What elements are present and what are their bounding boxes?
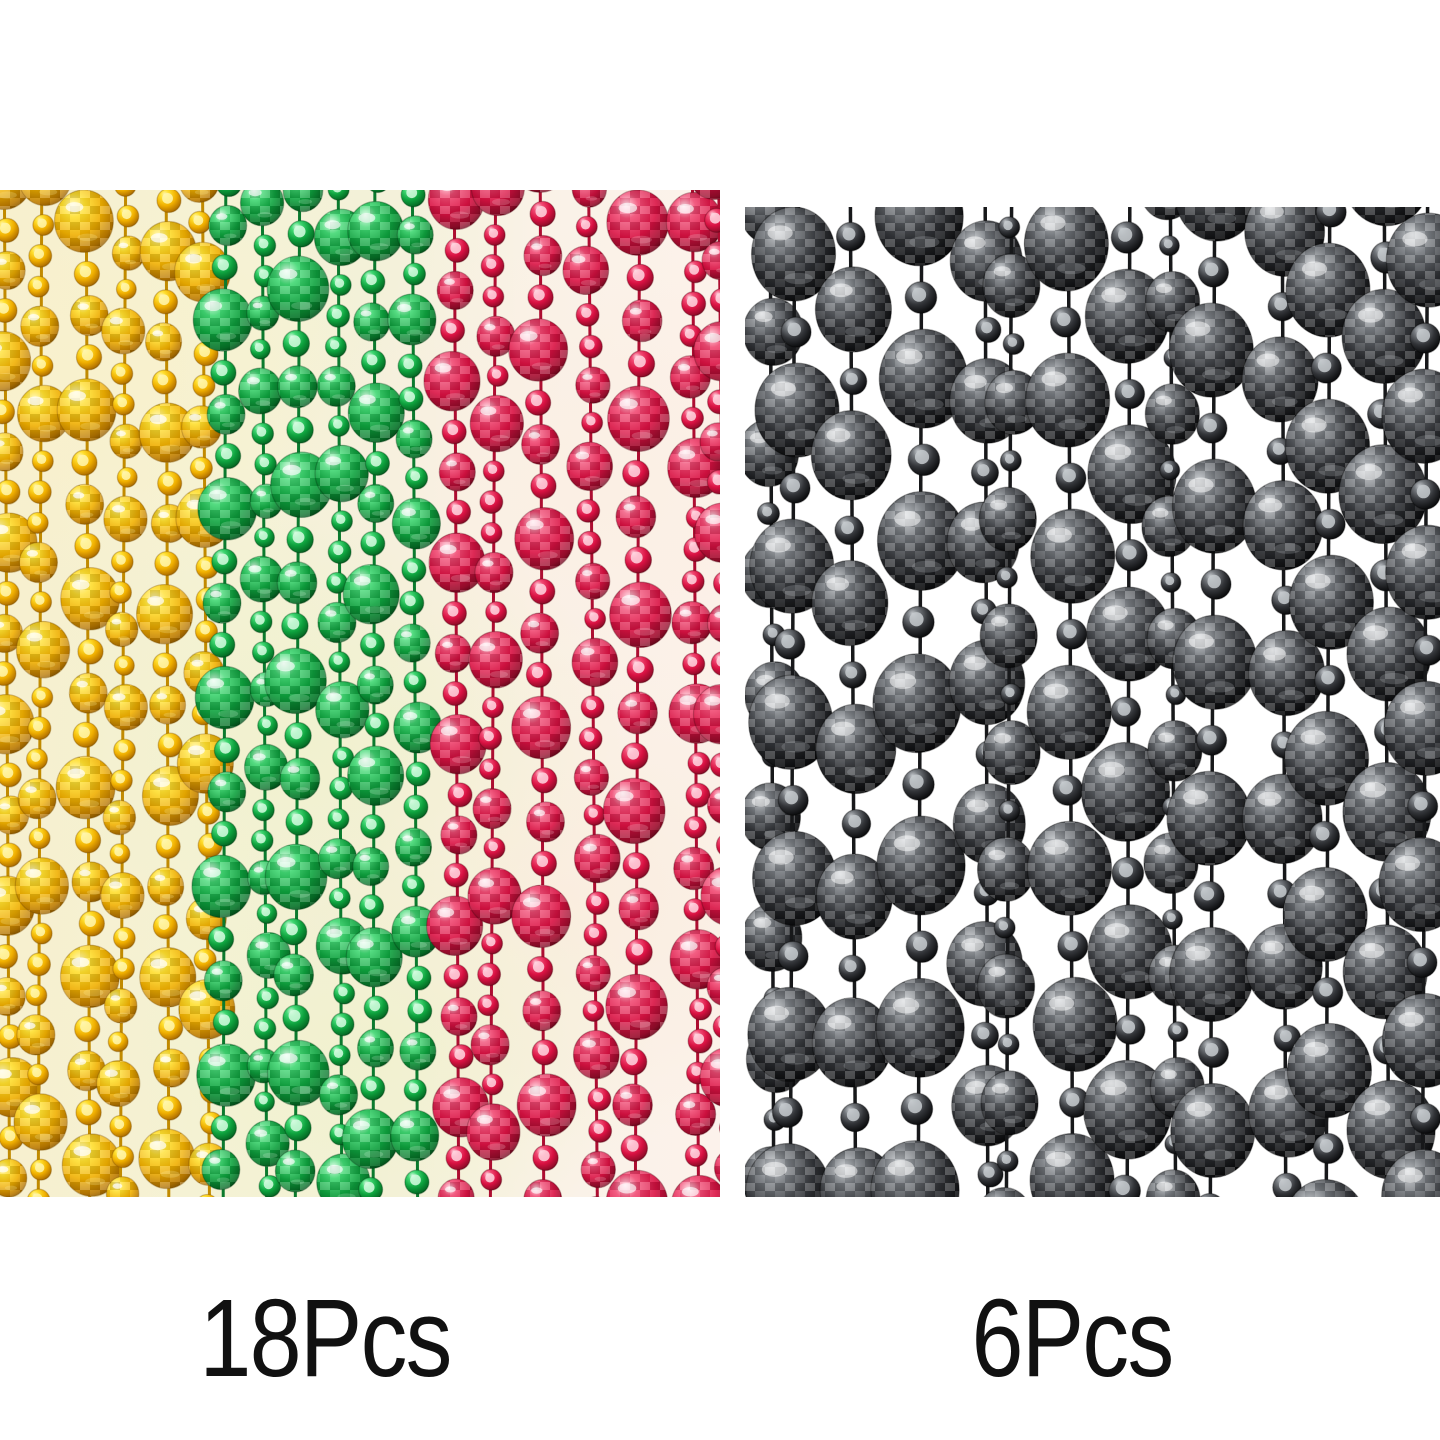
- photo-black-beads: [745, 207, 1440, 1197]
- right-count-label: 6Pcs: [971, 1277, 1174, 1400]
- beads-art-multicolor: [0, 190, 720, 1197]
- beads-art-black: [745, 207, 1440, 1197]
- photo-multicolor-beads: [0, 190, 720, 1197]
- left-count-label: 18Pcs: [199, 1277, 452, 1400]
